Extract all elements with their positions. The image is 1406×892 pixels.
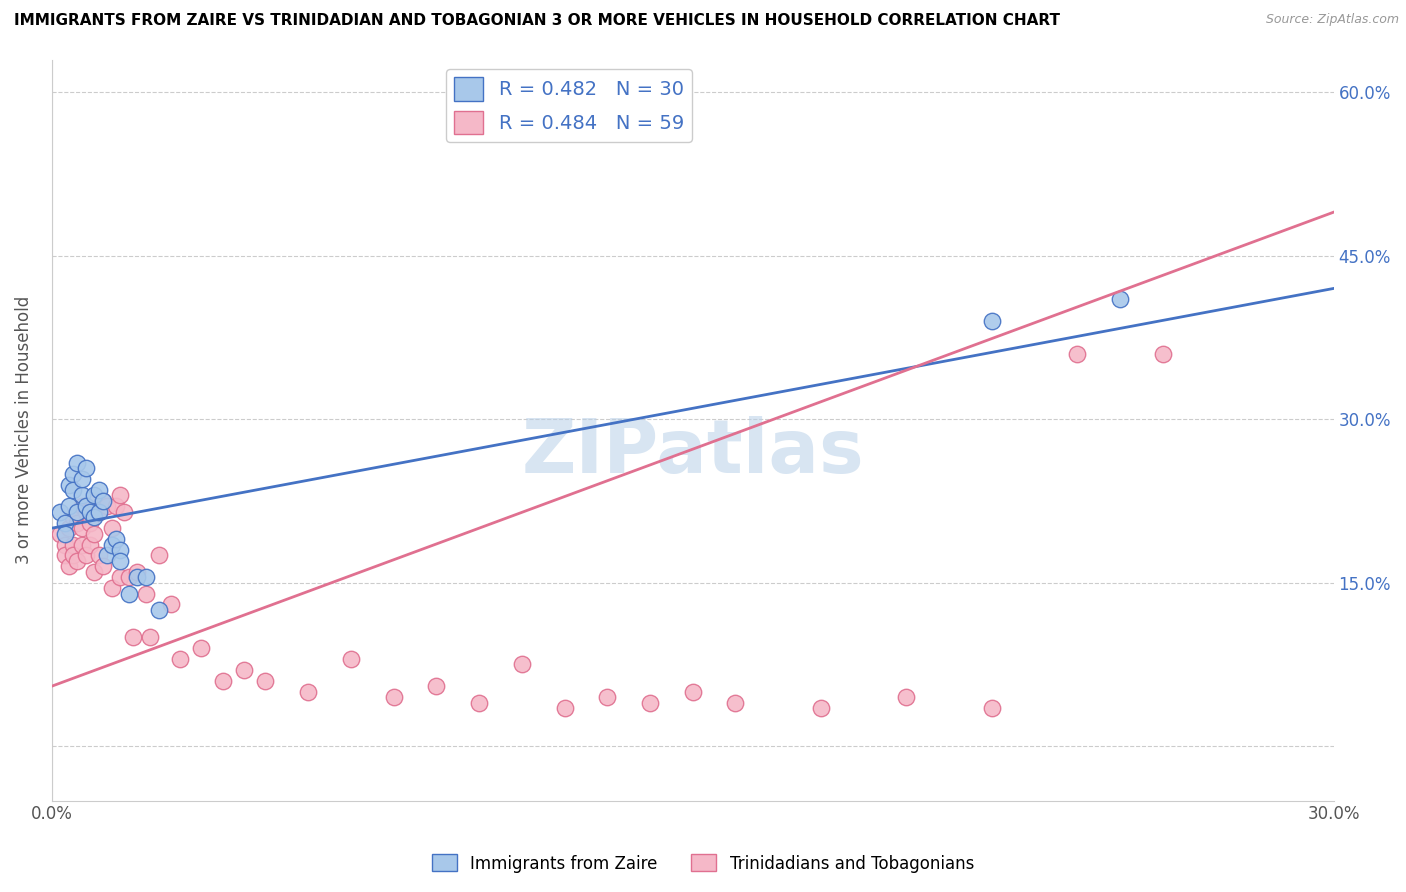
Point (108, 570, 131, 584)
Point (66, 505, 89, 519)
Point (1066, 347, 1088, 361)
Point (58, 500, 80, 514)
Point (896, 690, 918, 704)
Point (83, 488, 105, 502)
Point (169, 652, 191, 666)
Point (190, 641, 212, 656)
Point (122, 630, 145, 644)
Point (75, 500, 97, 514)
Point (83, 494, 105, 508)
Point (980, 701, 1002, 715)
Point (297, 684, 319, 698)
Point (83, 510, 105, 524)
Point (79, 516, 101, 530)
Point (91, 559, 114, 574)
Point (100, 537, 122, 551)
Point (62, 467, 84, 481)
Point (100, 521, 122, 535)
Point (87, 505, 110, 519)
Point (468, 696, 491, 710)
Legend: Immigrants from Zaire, Trinidadians and Tobagonians: Immigrants from Zaire, Trinidadians and … (426, 847, 980, 880)
Point (139, 630, 162, 644)
Point (425, 679, 447, 693)
Point (87, 505, 110, 519)
Point (112, 505, 135, 519)
Point (127, 565, 149, 579)
Point (596, 690, 619, 704)
Point (70, 537, 93, 551)
Point (70, 472, 93, 486)
Point (70, 500, 93, 514)
Point (160, 598, 183, 612)
Point (91, 494, 114, 508)
Point (87, 549, 110, 563)
Point (62, 483, 84, 497)
Point (70, 521, 93, 535)
Point (75, 549, 97, 563)
Point (127, 570, 149, 584)
Point (724, 696, 747, 710)
Point (148, 549, 170, 563)
Point (148, 603, 170, 617)
Point (211, 673, 233, 688)
Legend: R = 0.482   N = 30, R = 0.484   N = 59: R = 0.482 N = 30, R = 0.484 N = 59 (446, 70, 692, 142)
Point (135, 570, 157, 584)
Point (53, 549, 76, 563)
Point (70, 488, 93, 502)
Point (66, 516, 89, 530)
Point (682, 684, 704, 698)
Text: ZIPatlas: ZIPatlas (522, 416, 865, 489)
Point (108, 543, 131, 558)
Point (118, 586, 141, 600)
Point (66, 456, 89, 470)
Point (638, 696, 661, 710)
Point (553, 701, 575, 715)
Point (83, 526, 105, 541)
Point (87, 483, 110, 497)
Point (83, 565, 105, 579)
Point (254, 673, 277, 688)
Text: IMMIGRANTS FROM ZAIRE VS TRINIDADIAN AND TOBAGONIAN 3 OR MORE VEHICLES IN HOUSEH: IMMIGRANTS FROM ZAIRE VS TRINIDADIAN AND… (14, 13, 1060, 29)
Point (79, 537, 101, 551)
Point (1152, 347, 1174, 361)
Point (49, 526, 72, 541)
Point (62, 549, 84, 563)
Point (58, 521, 80, 535)
Y-axis label: 3 or more Vehicles in Household: 3 or more Vehicles in Household (15, 296, 32, 565)
Point (104, 532, 127, 546)
Point (62, 537, 84, 551)
Point (340, 652, 363, 666)
Point (104, 500, 127, 514)
Point (118, 570, 141, 584)
Point (53, 526, 76, 541)
Point (100, 581, 122, 595)
Point (510, 657, 533, 672)
Point (53, 516, 76, 530)
Point (58, 477, 80, 491)
Point (108, 488, 131, 502)
Point (233, 663, 256, 677)
Point (58, 559, 80, 574)
Point (75, 461, 97, 475)
Point (62, 510, 84, 524)
Point (980, 314, 1002, 328)
Point (75, 505, 97, 519)
Point (66, 554, 89, 568)
Point (53, 537, 76, 551)
Point (810, 701, 832, 715)
Text: Source: ZipAtlas.com: Source: ZipAtlas.com (1265, 13, 1399, 27)
Point (382, 690, 405, 704)
Point (1109, 293, 1132, 307)
Point (96, 500, 118, 514)
Point (108, 554, 131, 568)
Point (96, 549, 118, 563)
Point (49, 505, 72, 519)
Point (91, 494, 114, 508)
Point (135, 586, 157, 600)
Point (79, 505, 101, 519)
